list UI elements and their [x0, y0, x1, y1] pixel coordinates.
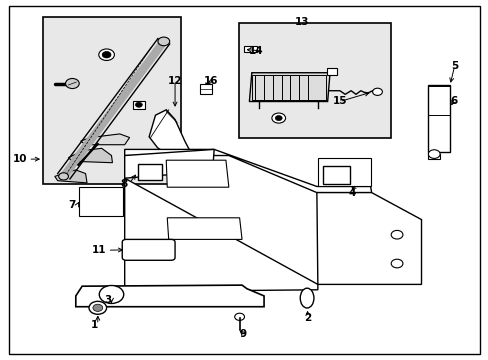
Circle shape — [271, 113, 285, 123]
Text: 2: 2 — [304, 312, 311, 323]
Ellipse shape — [300, 288, 313, 308]
Bar — [79, 187, 123, 216]
Text: 7: 7 — [68, 200, 76, 210]
Text: 5: 5 — [450, 60, 457, 71]
Bar — [138, 164, 162, 180]
Polygon shape — [68, 148, 112, 163]
Text: 14: 14 — [248, 46, 263, 56]
Circle shape — [99, 285, 123, 303]
Text: 16: 16 — [203, 76, 218, 86]
Circle shape — [390, 230, 402, 239]
Polygon shape — [149, 110, 189, 150]
Circle shape — [99, 49, 114, 60]
Bar — [43, 17, 181, 184]
Polygon shape — [81, 134, 129, 145]
Circle shape — [372, 88, 382, 95]
Text: 6: 6 — [449, 96, 456, 106]
Text: 13: 13 — [294, 17, 309, 27]
Polygon shape — [249, 73, 329, 102]
Bar — [427, 85, 449, 152]
Circle shape — [89, 301, 106, 314]
Text: 10: 10 — [12, 154, 27, 164]
Text: 9: 9 — [240, 329, 246, 339]
Polygon shape — [76, 285, 264, 307]
Circle shape — [390, 259, 402, 268]
Polygon shape — [55, 170, 87, 183]
Bar — [251, 75, 325, 100]
Bar — [322, 166, 349, 184]
Text: 12: 12 — [167, 76, 182, 86]
Polygon shape — [124, 178, 317, 292]
Circle shape — [65, 78, 79, 89]
Bar — [326, 68, 337, 75]
Text: 3: 3 — [104, 294, 111, 305]
Polygon shape — [316, 193, 421, 284]
Text: 15: 15 — [332, 96, 346, 106]
Text: 11: 11 — [92, 245, 106, 255]
Circle shape — [427, 150, 439, 158]
Polygon shape — [166, 160, 228, 187]
Polygon shape — [124, 149, 371, 193]
Text: 8: 8 — [121, 179, 128, 189]
Bar — [427, 154, 439, 159]
Bar — [199, 84, 211, 94]
Circle shape — [158, 37, 169, 46]
Bar — [243, 46, 257, 52]
FancyBboxPatch shape — [122, 239, 175, 260]
Circle shape — [135, 102, 142, 107]
Circle shape — [59, 173, 68, 180]
Polygon shape — [317, 158, 370, 186]
Bar — [238, 23, 390, 138]
Polygon shape — [124, 149, 214, 178]
Circle shape — [234, 313, 244, 320]
Bar — [133, 101, 145, 109]
Text: 1: 1 — [90, 320, 98, 330]
Circle shape — [102, 51, 111, 58]
Circle shape — [275, 116, 282, 121]
Circle shape — [93, 304, 102, 311]
Polygon shape — [167, 218, 242, 239]
Text: 4: 4 — [348, 188, 355, 198]
